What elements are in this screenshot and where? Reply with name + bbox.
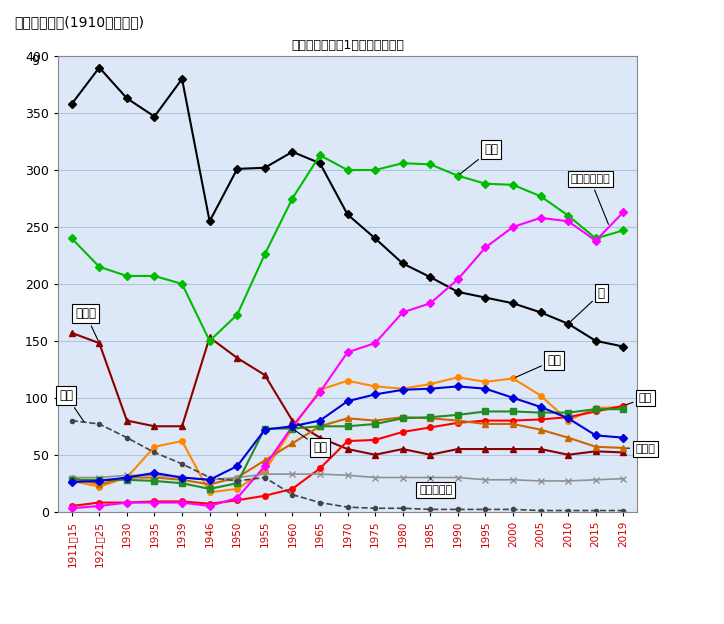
Text: 雑穀: 雑穀 (59, 389, 84, 422)
Text: 肉類: 肉類 (626, 392, 652, 405)
Text: 野菜: 野菜 (460, 143, 498, 174)
Text: 小麦: 小麦 (295, 430, 327, 454)
Text: 牛乳・乳製品: 牛乳・乳製品 (571, 174, 610, 225)
Text: 魚介類: 魚介類 (626, 444, 655, 454)
Text: 果実: 果実 (515, 354, 561, 378)
Text: 大豆・みそ: 大豆・みそ (419, 477, 452, 495)
Text: 米: 米 (571, 286, 605, 322)
Text: 食生活の変化(1910年代以降): 食生活の変化(1910年代以降) (14, 16, 145, 29)
Y-axis label: g: g (30, 52, 39, 65)
Title: 純食料供給量（1人１日当たり）: 純食料供給量（1人１日当たり） (291, 39, 404, 52)
Text: いも類: いも類 (75, 307, 98, 341)
